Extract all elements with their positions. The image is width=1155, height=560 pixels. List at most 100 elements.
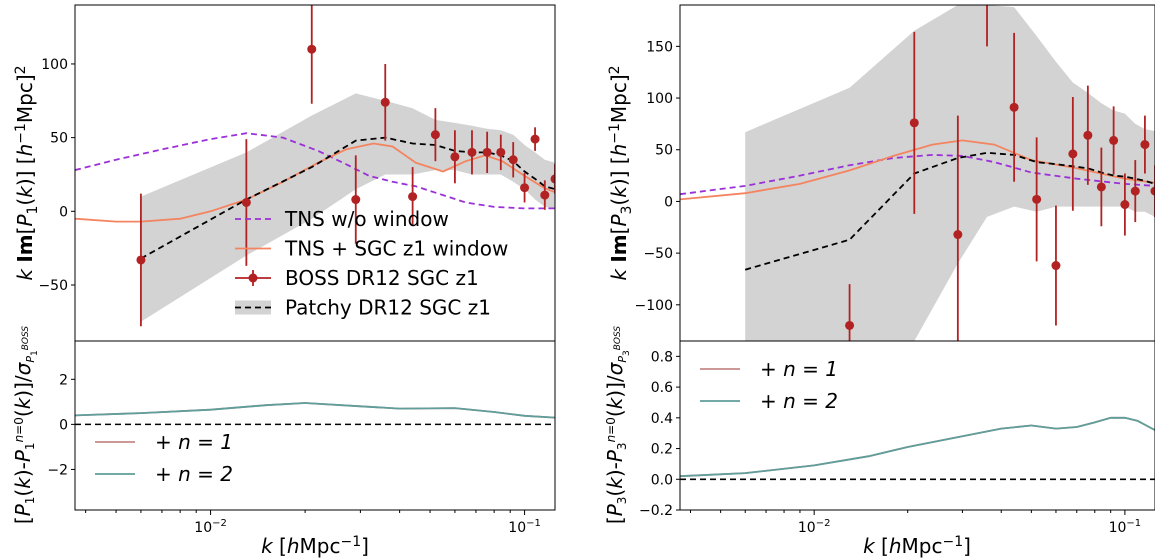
ytick-layer: −100 −50 0 50 100 150 <box>635 39 680 314</box>
y-tick-label: 0.4 <box>651 411 673 427</box>
data-point <box>136 193 146 327</box>
plot-frame <box>74 340 556 511</box>
xtick-layer: 10−2 10−1 <box>690 510 1141 536</box>
legend-entry: Patchy DR12 SGC z1 <box>235 296 491 320</box>
y-tick-label: 0 <box>59 204 68 220</box>
panel-p1-bottom: −2 0 2 10−2 10−1 [P1(k)-P1n=0(k)]/σP1BOSS k… <box>11 326 556 558</box>
data-point <box>508 142 518 178</box>
data-marker <box>1009 102 1019 112</box>
legend-entry: + n = 2 <box>95 462 233 486</box>
data-point <box>1083 85 1093 185</box>
data-marker <box>1083 130 1093 140</box>
data-marker <box>467 147 477 157</box>
y-tick-label: 100 <box>646 91 673 107</box>
data-point <box>540 180 550 210</box>
panel-p3-bottom: −0.2 0.0 0.2 0.4 0.6 0.8 10−2 10−1 [P3(k)-P3n=… <box>603 326 1155 558</box>
series-line-2 <box>140 136 555 260</box>
line-layer <box>680 139 1155 271</box>
y-tick-label: 0.0 <box>651 472 673 488</box>
ytick-layer: −50 0 50 100 <box>38 57 75 294</box>
series-line-1 <box>75 402 555 419</box>
legend-layer: + n = 1 + n = 2 <box>95 430 233 486</box>
legend-label: + n = 1 <box>155 430 233 454</box>
errorbar-layer <box>845 5 1155 341</box>
legend-entry: + n = 1 <box>700 357 838 381</box>
band-layer <box>745 5 1155 341</box>
legend-label: BOSS DR12 SGC z1 <box>285 266 479 290</box>
data-marker <box>408 192 418 202</box>
data-marker <box>1130 186 1140 196</box>
data-point <box>1120 173 1130 236</box>
data-point <box>307 5 317 104</box>
legend-label: + n = 1 <box>760 357 838 381</box>
x-tick-label: 10−2 <box>194 518 227 536</box>
y-tick-label: 150 <box>646 39 673 55</box>
data-marker <box>136 255 146 265</box>
data-point <box>408 167 418 227</box>
data-marker <box>430 130 440 140</box>
y-axis-label: [P3(k)-P3n=0(k)]/σP3BOSS <box>603 326 632 524</box>
y-tick-label: 0.8 <box>651 349 673 365</box>
data-marker <box>540 190 550 200</box>
data-point <box>530 127 540 151</box>
legend-swatch <box>235 300 271 315</box>
legend-entry: + n = 2 <box>700 389 838 413</box>
data-marker <box>1109 135 1119 145</box>
data-marker <box>307 44 317 54</box>
line-layer <box>680 416 1155 481</box>
line-layer <box>75 402 555 426</box>
y-tick-label: −0.2 <box>639 503 673 519</box>
legend-entry: + n = 1 <box>95 430 233 454</box>
data-point <box>909 31 919 214</box>
y-tick-label: 0 <box>59 417 68 433</box>
data-point <box>1140 115 1150 174</box>
data-point <box>482 131 492 173</box>
data-marker <box>909 118 919 128</box>
data-marker <box>845 320 855 330</box>
data-marker <box>953 230 963 240</box>
y-axis-label: k Im[P1(k)] [h−1Mpc]2 <box>13 65 41 280</box>
x-axis-label: k [hMpc−1] <box>261 534 369 558</box>
data-point <box>467 130 477 175</box>
y-tick-label: 100 <box>41 57 68 73</box>
series-line-0 <box>680 416 1155 478</box>
errorbar-layer <box>136 5 555 327</box>
data-marker <box>530 134 540 144</box>
ytick-layer: −2 0 2 <box>47 372 75 478</box>
data-point <box>380 63 390 141</box>
plot-frame <box>679 340 1155 511</box>
data-marker <box>1140 140 1150 150</box>
legend-marker <box>248 273 258 283</box>
data-marker <box>508 155 518 165</box>
legend-entry: BOSS DR12 SGC z1 <box>235 266 479 290</box>
y-tick-label: 0.2 <box>651 442 673 458</box>
data-point <box>1032 137 1042 262</box>
y-tick-label: −50 <box>643 246 673 262</box>
data-marker <box>1032 194 1042 204</box>
data-marker <box>1150 186 1155 196</box>
legend-label: TNS w/o window <box>284 207 449 231</box>
series-line-2 <box>744 151 1155 271</box>
series-line-1 <box>75 142 555 223</box>
xtick-layer: 10−2 10−1 <box>85 510 541 536</box>
legend-entry: TNS + SGC z1 window <box>235 237 508 261</box>
legend-label: TNS + SGC z1 window <box>284 237 508 261</box>
data-point <box>1096 147 1106 227</box>
data-marker <box>496 147 506 157</box>
data-marker <box>520 183 530 193</box>
data-point <box>450 130 460 184</box>
x-tick-label: 10−2 <box>798 518 831 536</box>
legend-layer: TNS w/o window TNS + SGC z1 window BOSS DR… <box>235 207 508 320</box>
data-point <box>496 134 506 171</box>
ytick-layer: −0.2 0.0 0.2 0.4 0.6 0.8 <box>639 349 680 519</box>
legend-label: Patchy DR12 SGC z1 <box>285 296 491 320</box>
data-point <box>1109 106 1119 175</box>
y-tick-label: 0.6 <box>651 380 673 396</box>
data-point <box>1150 165 1155 217</box>
data-marker <box>1068 149 1078 159</box>
line-layer <box>75 132 555 260</box>
y-tick-label: 0 <box>664 194 673 210</box>
y-tick-label: 2 <box>59 372 68 388</box>
data-point <box>550 164 555 194</box>
y-axis-label: k Im[P3(k)] [h−1Mpc]2 <box>607 65 635 280</box>
